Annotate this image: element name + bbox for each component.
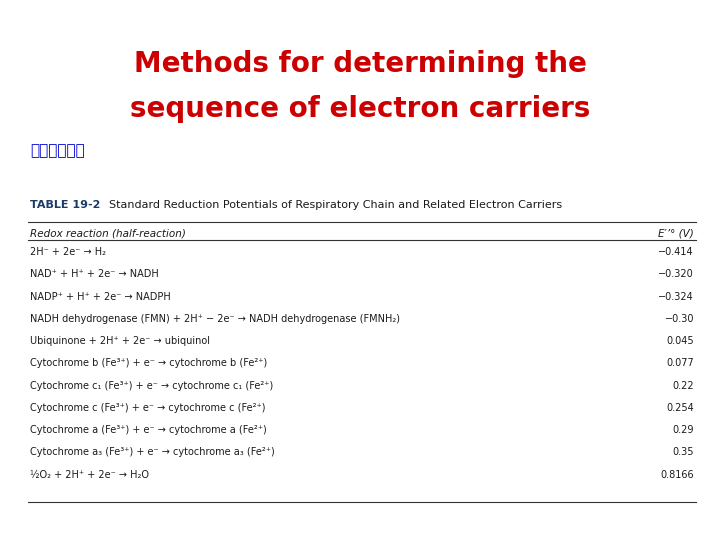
Text: Cytochrome c₁ (Fe³⁺) + e⁻ → cytochrome c₁ (Fe²⁺): Cytochrome c₁ (Fe³⁺) + e⁻ → cytochrome c…	[30, 381, 274, 390]
Text: 0.22: 0.22	[672, 381, 694, 390]
Text: Redox reaction (half-reaction): Redox reaction (half-reaction)	[30, 228, 186, 238]
Text: −0.30: −0.30	[665, 314, 694, 324]
Text: Cytochrome a₃ (Fe³⁺) + e⁻ → cytochrome a₃ (Fe²⁺): Cytochrome a₃ (Fe³⁺) + e⁻ → cytochrome a…	[30, 448, 275, 457]
Text: sequence of electron carriers: sequence of electron carriers	[130, 95, 590, 123]
Text: NADH dehydrogenase (FMN) + 2H⁺ − 2e⁻ → NADH dehydrogenase (FMNH₂): NADH dehydrogenase (FMN) + 2H⁺ − 2e⁻ → N…	[30, 314, 400, 324]
Text: 0.077: 0.077	[666, 359, 694, 368]
Text: NAD⁺ + H⁺ + 2e⁻ → NADH: NAD⁺ + H⁺ + 2e⁻ → NADH	[30, 269, 158, 279]
Text: Cytochrome b (Fe³⁺) + e⁻ → cytochrome b (Fe²⁺): Cytochrome b (Fe³⁺) + e⁻ → cytochrome b …	[30, 359, 267, 368]
Text: −0.414: −0.414	[658, 247, 694, 257]
Text: 0.254: 0.254	[666, 403, 694, 413]
Text: −0.324: −0.324	[658, 292, 694, 301]
Text: ½O₂ + 2H⁺ + 2e⁻ → H₂O: ½O₂ + 2H⁺ + 2e⁻ → H₂O	[30, 470, 149, 480]
Text: Ubiquinone + 2H⁺ + 2e⁻ → ubiquinol: Ubiquinone + 2H⁺ + 2e⁻ → ubiquinol	[30, 336, 210, 346]
Text: NADP⁺ + H⁺ + 2e⁻ → NADPH: NADP⁺ + H⁺ + 2e⁻ → NADPH	[30, 292, 171, 301]
Text: 還原半電位表: 還原半電位表	[30, 143, 85, 158]
Text: E′’° (V): E′’° (V)	[658, 228, 694, 238]
Text: Methods for determining the: Methods for determining the	[134, 50, 586, 78]
Text: Standard Reduction Potentials of Respiratory Chain and Related Electron Carriers: Standard Reduction Potentials of Respira…	[102, 200, 562, 210]
Text: Cytochrome a (Fe³⁺) + e⁻ → cytochrome a (Fe²⁺): Cytochrome a (Fe³⁺) + e⁻ → cytochrome a …	[30, 425, 266, 435]
Text: Cytochrome c (Fe³⁺) + e⁻ → cytochrome c (Fe²⁺): Cytochrome c (Fe³⁺) + e⁻ → cytochrome c …	[30, 403, 266, 413]
Text: 0.35: 0.35	[672, 448, 694, 457]
Text: −0.320: −0.320	[658, 269, 694, 279]
Text: 2H⁻ + 2e⁻ → H₂: 2H⁻ + 2e⁻ → H₂	[30, 247, 106, 257]
Text: 0.8166: 0.8166	[660, 470, 694, 480]
Text: 0.29: 0.29	[672, 425, 694, 435]
Text: TABLE 19-2: TABLE 19-2	[30, 200, 100, 210]
Text: 0.045: 0.045	[667, 336, 694, 346]
